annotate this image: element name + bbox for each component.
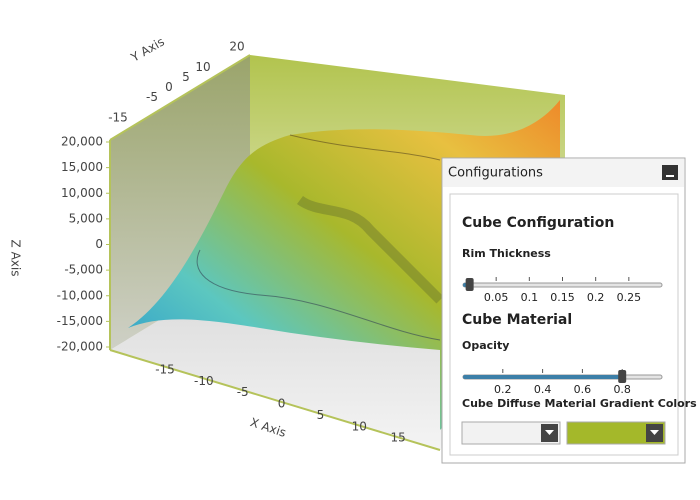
slider-tick-label: 0.4 [534, 383, 552, 396]
y-tick-label: 20 [229, 39, 244, 53]
x-tick-label: -5 [237, 385, 249, 399]
contour [289, 134, 441, 161]
y-tick-label: -15 [108, 111, 128, 125]
panel-body [449, 193, 679, 456]
x-tick-label: 15 [390, 431, 405, 445]
y-tick-label: 10 [195, 60, 210, 74]
dropdown-arrow [545, 430, 554, 435]
panel-title: Configurations [448, 166, 543, 181]
x-tick-label: 5 [317, 408, 325, 422]
x-tick-label: 10 [352, 419, 367, 433]
slider-tick-label: 0.25 [617, 291, 642, 304]
slider-tick-label: 0.8 [613, 383, 631, 396]
slider-track[interactable] [462, 282, 663, 288]
section-title: Cube Configuration [462, 215, 614, 231]
control-label: Rim Thickness [462, 247, 551, 260]
slider-fill [463, 375, 623, 379]
z-tick-label: 10,000 [61, 186, 103, 200]
x-axis-line [109, 349, 441, 451]
z-tick-label: 20,000 [61, 135, 103, 149]
y-axis-label: Y Axis [128, 34, 167, 65]
minimize-button[interactable] [662, 165, 678, 180]
slider-tick-label: 0.15 [550, 291, 575, 304]
control-label: Opacity [462, 339, 509, 352]
section-title: Cube Material [462, 312, 572, 328]
z-tick-label: -5,000 [64, 263, 103, 277]
z-tick-label: 5,000 [69, 211, 103, 225]
config-panel: Configurations Cube Configuration Rim Th… [441, 157, 697, 464]
z-tick-label: 0 [95, 237, 103, 251]
z-tick-label: -20,000 [57, 340, 103, 354]
y-tick-label: -5 [146, 90, 158, 104]
z-axis-label: Z Axis [9, 240, 23, 277]
contour [196, 249, 441, 341]
slider-tick-label: 0.2 [494, 383, 512, 396]
x-axis-label: X Axis [248, 415, 287, 440]
color-dropdown[interactable] [566, 421, 666, 445]
x-tick-label: 0 [278, 397, 286, 411]
surface-shadow [297, 195, 444, 304]
minimize-icon [666, 175, 674, 177]
z-tick-label: 15,000 [61, 160, 103, 174]
slider-thumb[interactable] [465, 278, 474, 291]
slider-thumb[interactable] [618, 370, 627, 383]
axis-ticks: 20,000 15,000 10,000 5,000 0 -5,000 -10,000 -15… [57, 39, 406, 444]
slider-tick-label: 0.1 [521, 291, 539, 304]
color-dropdown[interactable] [461, 421, 561, 445]
controls: 0.05 0.1 0.15 0.2 0.25 0.2 0.4 0.6 0.8 [461, 277, 666, 445]
z-tick-label: -10,000 [57, 288, 103, 302]
x-tick-label: -15 [155, 363, 175, 377]
z-tick-label: -15,000 [57, 314, 103, 328]
slider-tick-label: 0.2 [587, 291, 605, 304]
dropdown-arrow [650, 430, 659, 435]
control-label: Cube Diffuse Material Gradient Colors [462, 397, 697, 410]
y-axis-line [109, 54, 251, 141]
y-tick-label: 5 [182, 70, 190, 84]
y-tick-label: 0 [165, 80, 173, 94]
slider-tick-label: 0.05 [484, 291, 509, 304]
panel-header [443, 159, 684, 187]
slider-tick-label: 0.6 [574, 383, 592, 396]
x-tick-label: -10 [194, 374, 214, 388]
